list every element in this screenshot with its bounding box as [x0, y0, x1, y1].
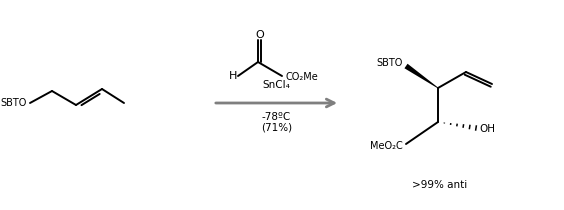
Text: SnCl₄: SnCl₄: [263, 80, 290, 90]
Text: H: H: [229, 71, 237, 81]
Text: SBTO: SBTO: [1, 98, 27, 108]
Text: OH: OH: [479, 124, 495, 134]
Polygon shape: [404, 64, 438, 88]
Text: >99% anti: >99% anti: [412, 180, 468, 190]
Text: O: O: [255, 30, 264, 40]
Text: SBTO: SBTO: [377, 58, 403, 68]
Text: MeO₂C: MeO₂C: [370, 141, 403, 151]
Text: -78ºC: -78ºC: [262, 112, 291, 122]
Text: (71%): (71%): [261, 123, 292, 133]
Text: CO₂Me: CO₂Me: [285, 72, 318, 82]
